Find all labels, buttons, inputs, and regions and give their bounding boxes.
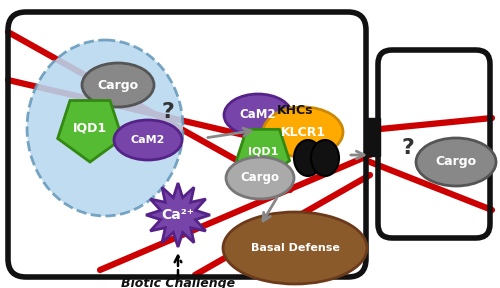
Ellipse shape: [263, 107, 343, 157]
Text: IQD1: IQD1: [248, 147, 278, 157]
Ellipse shape: [114, 120, 182, 160]
Ellipse shape: [294, 140, 322, 176]
Polygon shape: [58, 101, 122, 162]
Text: Biotic Challenge: Biotic Challenge: [121, 278, 235, 288]
Ellipse shape: [311, 140, 339, 176]
Ellipse shape: [416, 138, 496, 186]
Ellipse shape: [223, 212, 367, 284]
Text: CaM2: CaM2: [240, 109, 277, 122]
Polygon shape: [236, 129, 290, 180]
Text: KHCs: KHCs: [277, 103, 313, 117]
Text: Cargo: Cargo: [98, 79, 138, 92]
Polygon shape: [146, 183, 210, 247]
Text: Basal Defense: Basal Defense: [250, 243, 340, 253]
Text: KLCR1: KLCR1: [280, 126, 326, 139]
Ellipse shape: [27, 40, 183, 216]
Text: CaM2: CaM2: [131, 135, 165, 145]
Text: IQD1: IQD1: [73, 122, 107, 134]
Text: Cargo: Cargo: [436, 156, 476, 168]
Text: Cargo: Cargo: [240, 171, 280, 185]
Bar: [366, 118, 380, 156]
Ellipse shape: [224, 94, 292, 136]
Text: ?: ?: [402, 138, 414, 158]
Ellipse shape: [82, 63, 154, 107]
Text: Ca²⁺: Ca²⁺: [162, 208, 194, 222]
Ellipse shape: [226, 157, 294, 199]
Text: ?: ?: [162, 102, 174, 122]
